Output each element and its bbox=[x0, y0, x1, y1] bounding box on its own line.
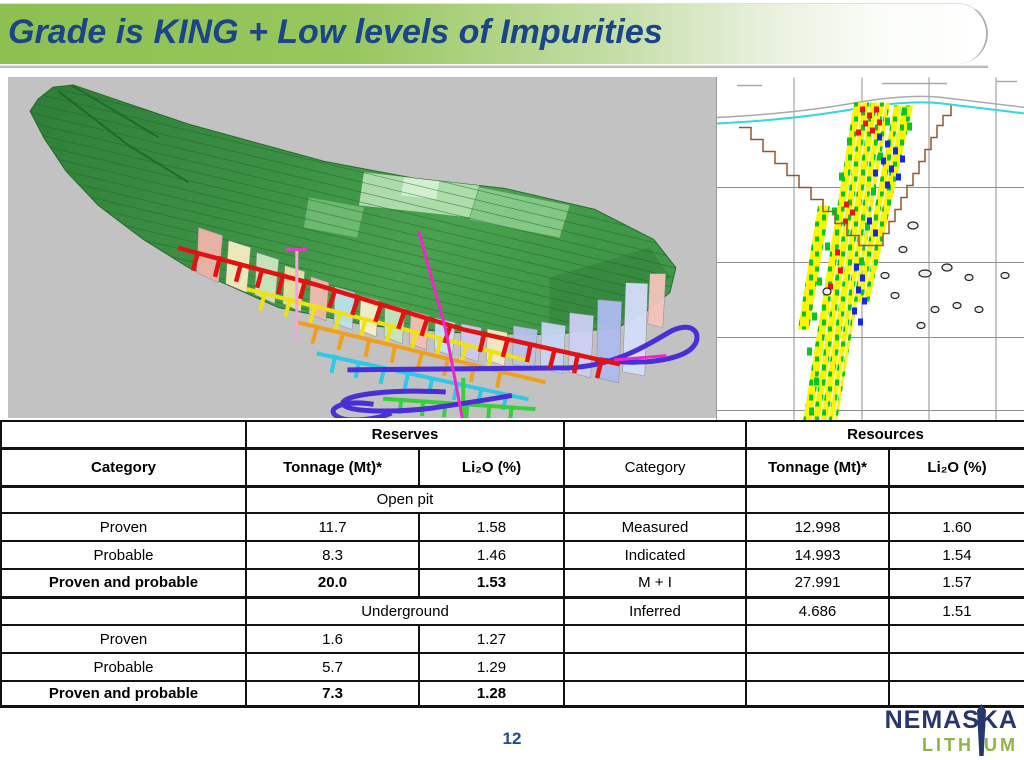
table-row: Probable 5.7 1.29 bbox=[0, 652, 1024, 682]
category-column-header: Category bbox=[0, 447, 247, 488]
mine-levels bbox=[177, 230, 700, 418]
empty-cell bbox=[563, 485, 748, 514]
category-cell: Proven bbox=[0, 512, 247, 542]
empty-cell bbox=[745, 624, 891, 654]
empty-cell bbox=[563, 420, 748, 450]
ore-shell bbox=[29, 84, 677, 336]
grade-cell: 1.27 bbox=[417, 624, 566, 654]
page-title: Grade is KING + Low levels of Impurities bbox=[8, 13, 663, 51]
resources-tonnage-cell: 27.991 bbox=[745, 568, 891, 599]
grade-cell: 1.29 bbox=[417, 652, 566, 682]
resources-grade-cell: 1.51 bbox=[888, 596, 1024, 626]
resources-grade-cell: 1.57 bbox=[888, 568, 1024, 599]
topography-line bbox=[717, 101, 1024, 125]
empty-cell bbox=[888, 652, 1024, 682]
empty-cell bbox=[888, 485, 1024, 514]
empty-cell bbox=[745, 652, 891, 682]
empty-cell bbox=[0, 420, 247, 450]
resources-grade-column-header: Li₂O (%) bbox=[888, 447, 1024, 488]
model-3d-image bbox=[8, 77, 716, 418]
grade-cell: 1.46 bbox=[417, 540, 566, 570]
spodumene-crystal-icon bbox=[977, 704, 986, 756]
empty-cell bbox=[563, 652, 748, 682]
title-banner bbox=[0, 3, 988, 64]
resources-category-cell: Inferred bbox=[563, 596, 748, 626]
underground-section-label: Underground bbox=[244, 596, 566, 626]
cross-section-image bbox=[716, 77, 1024, 422]
table-row: Proven and probable 7.3 1.28 bbox=[0, 680, 1024, 707]
category-cell: Proven and probable bbox=[0, 680, 247, 707]
empty-cell bbox=[745, 485, 891, 514]
tonnage-cell: 8.3 bbox=[245, 540, 420, 570]
resources-tonnage-cell: 12.998 bbox=[745, 512, 891, 542]
resources-grade-cell: 1.60 bbox=[888, 512, 1024, 542]
resources-category-cell: Measured bbox=[563, 512, 748, 542]
resources-header: Resources bbox=[745, 420, 1024, 450]
resources-grade-cell: 1.54 bbox=[888, 540, 1024, 570]
grade-blocks bbox=[798, 102, 913, 422]
table-row: Probable 8.3 1.46 Indicated 14.993 1.54 bbox=[0, 540, 1024, 570]
empty-cell bbox=[563, 624, 748, 654]
empty-cell bbox=[745, 680, 891, 707]
category-cell: Probable bbox=[0, 540, 247, 570]
tonnage-cell: 20.0 bbox=[245, 568, 420, 599]
page-number: 12 bbox=[502, 729, 522, 748]
resources-tonnage-cell: 14.993 bbox=[745, 540, 891, 570]
logo-brand-text: NEMASKA bbox=[884, 706, 1018, 734]
category-cell: Probable bbox=[0, 652, 247, 682]
table-row: Proven 1.6 1.27 bbox=[0, 624, 1024, 654]
tonnage-column-header: Tonnage (Mt)* bbox=[245, 447, 420, 488]
empty-cell bbox=[563, 680, 748, 707]
empty-cell bbox=[0, 596, 247, 626]
tonnage-cell: 11.7 bbox=[245, 512, 420, 542]
grade-cell: 1.28 bbox=[417, 680, 566, 707]
underground-section-row: Underground Inferred 4.686 1.51 bbox=[0, 596, 1024, 626]
resources-category-cell: Indicated bbox=[563, 540, 748, 570]
logo-word-pre: LITH bbox=[922, 735, 974, 755]
open-pit-section-label: Open pit bbox=[244, 485, 566, 514]
resources-category-cell: M + I bbox=[563, 568, 748, 599]
logo-word-text: LITH UM bbox=[885, 736, 1018, 754]
tonnage-cell: 1.6 bbox=[245, 624, 420, 654]
tonnage-cell: 5.7 bbox=[245, 652, 420, 682]
table-row: Proven and probable 20.0 1.53 M + I 27.9… bbox=[0, 568, 1024, 599]
surface-line bbox=[717, 80, 1024, 119]
resources-tonnage-cell: 4.686 bbox=[745, 596, 891, 626]
open-pit-section-row: Open pit bbox=[0, 485, 1024, 514]
tonnage-cell: 7.3 bbox=[245, 680, 420, 707]
group-header-row: Reserves Resources bbox=[0, 420, 1024, 450]
grade-column-header: Li₂O (%) bbox=[417, 447, 566, 488]
logo-word-post: UM bbox=[984, 735, 1018, 755]
empty-cell bbox=[0, 485, 247, 514]
column-header-row: Category Tonnage (Mt)* Li₂O (%) Category… bbox=[0, 447, 1024, 488]
empty-cell bbox=[888, 680, 1024, 707]
resources-tonnage-column-header: Tonnage (Mt)* bbox=[745, 447, 891, 488]
nemaska-lithium-logo: NEMASKA LITH UM bbox=[884, 704, 1018, 756]
grade-cell: 1.58 bbox=[417, 512, 566, 542]
table-row: Proven 11.7 1.58 Measured 12.998 1.60 bbox=[0, 512, 1024, 542]
reserves-header: Reserves bbox=[244, 420, 566, 450]
empty-cell bbox=[888, 624, 1024, 654]
grade-cell: 1.53 bbox=[417, 568, 566, 599]
banner-separator bbox=[0, 65, 988, 68]
category-cell: Proven and probable bbox=[0, 568, 247, 599]
drillhole-markers bbox=[822, 221, 1010, 330]
resources-category-column-header: Category bbox=[563, 447, 748, 488]
pit-outline bbox=[739, 105, 952, 247]
reserves-resources-table: Reserves Resources Category Tonnage (Mt)… bbox=[0, 420, 1024, 708]
category-cell: Proven bbox=[0, 624, 247, 654]
